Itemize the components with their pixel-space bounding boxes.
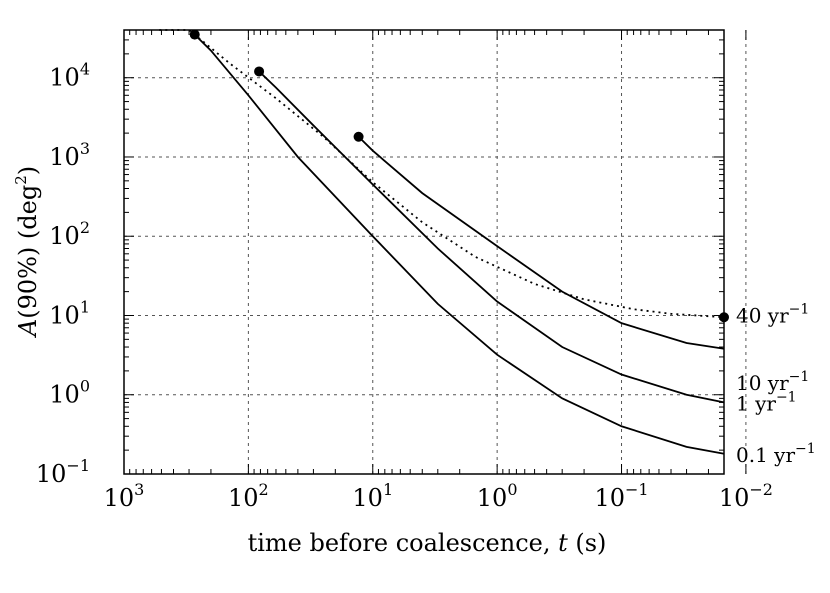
x-tick-base: 10 bbox=[719, 484, 750, 512]
series-label-exp: −1 bbox=[795, 441, 816, 457]
y-axis-label-end: ) bbox=[14, 166, 42, 175]
series-label-exp: −1 bbox=[789, 301, 810, 317]
series-label-main: 0.1 yr bbox=[736, 443, 795, 467]
x-tick-base: 10 bbox=[352, 484, 383, 512]
x-axis-label-main: time before coalescence, bbox=[248, 529, 559, 557]
y-axis-label: A(90%) (deg2) bbox=[12, 166, 42, 338]
y-tick-base: 10 bbox=[49, 222, 80, 250]
y-tick-label: 101 bbox=[49, 297, 90, 329]
series-line bbox=[357, 136, 725, 350]
y-tick-label: 104 bbox=[49, 60, 90, 92]
minor-ticks bbox=[123, 29, 747, 475]
series-marker bbox=[353, 131, 364, 142]
x-tick-exp: 3 bbox=[134, 480, 144, 499]
x-tick-label: 103 bbox=[104, 480, 145, 512]
y-tick-exp: 3 bbox=[80, 139, 90, 158]
y-tick-exp: 1 bbox=[80, 297, 90, 316]
y-tick-base: 10 bbox=[49, 143, 80, 171]
x-tick-exp: 2 bbox=[259, 480, 269, 499]
series-line bbox=[194, 33, 725, 455]
series-label-main: 1 yr bbox=[736, 391, 776, 415]
y-axis-label-exp: 2 bbox=[12, 175, 30, 185]
y-tick-exp: −1 bbox=[66, 456, 90, 475]
grid bbox=[123, 30, 747, 475]
y-axis-label-main: (90%) (deg bbox=[14, 185, 42, 319]
x-axis-label-var: t bbox=[558, 529, 568, 557]
y-tick-label: 102 bbox=[49, 218, 90, 250]
series-label: 40 yr−1 bbox=[736, 301, 809, 327]
y-tick-exp: 4 bbox=[80, 60, 90, 79]
series-label: 1 yr−1 bbox=[736, 389, 797, 415]
x-tick-base: 10 bbox=[594, 484, 625, 512]
series-label-exp: −1 bbox=[776, 389, 797, 405]
x-tick-label: 102 bbox=[228, 480, 269, 512]
x-tick-exp: 1 bbox=[383, 480, 393, 499]
y-tick-label: 103 bbox=[49, 139, 90, 171]
y-tick-base: 10 bbox=[49, 64, 80, 92]
x-tick-label: 101 bbox=[352, 480, 393, 512]
x-tick-exp: −2 bbox=[749, 480, 773, 499]
y-axis-label-var: A bbox=[14, 319, 42, 338]
x-tick-base: 10 bbox=[104, 484, 135, 512]
x-axis-label: time before coalescence, t (s) bbox=[248, 529, 607, 557]
series-line bbox=[159, 29, 725, 319]
x-tick-label: 10−2 bbox=[719, 480, 773, 512]
series-labels: 40 yr−110 yr−11 yr−10.1 yr−1 bbox=[736, 301, 816, 467]
x-tick-label: 10−1 bbox=[594, 480, 648, 512]
x-tick-base: 10 bbox=[477, 484, 508, 512]
x-tick-base: 10 bbox=[228, 484, 259, 512]
y-tick-exp: 2 bbox=[80, 218, 90, 237]
y-tick-base: 10 bbox=[36, 460, 67, 488]
y-tick-label: 100 bbox=[49, 377, 90, 409]
y-tick-base: 10 bbox=[49, 301, 80, 329]
series-line bbox=[258, 70, 725, 404]
y-tick-base: 10 bbox=[49, 381, 80, 409]
series-label: 10 yr−1 bbox=[736, 369, 809, 395]
x-tick-exp: 0 bbox=[507, 480, 517, 499]
series-label-exp: −1 bbox=[789, 369, 810, 385]
x-axis-label-unit: (s) bbox=[568, 529, 607, 557]
series-label-main: 40 yr bbox=[736, 303, 789, 327]
series-label: 0.1 yr−1 bbox=[736, 441, 816, 467]
series-marker bbox=[254, 66, 265, 77]
y-tick-label: 10−1 bbox=[36, 456, 90, 488]
x-tick-exp: −1 bbox=[625, 480, 649, 499]
series-marker bbox=[189, 29, 200, 40]
plot-frame bbox=[123, 29, 725, 475]
y-tick-exp: 0 bbox=[80, 377, 90, 396]
x-tick-label: 100 bbox=[477, 480, 518, 512]
series-label-main: 10 yr bbox=[736, 371, 789, 395]
series-group bbox=[159, 29, 729, 455]
